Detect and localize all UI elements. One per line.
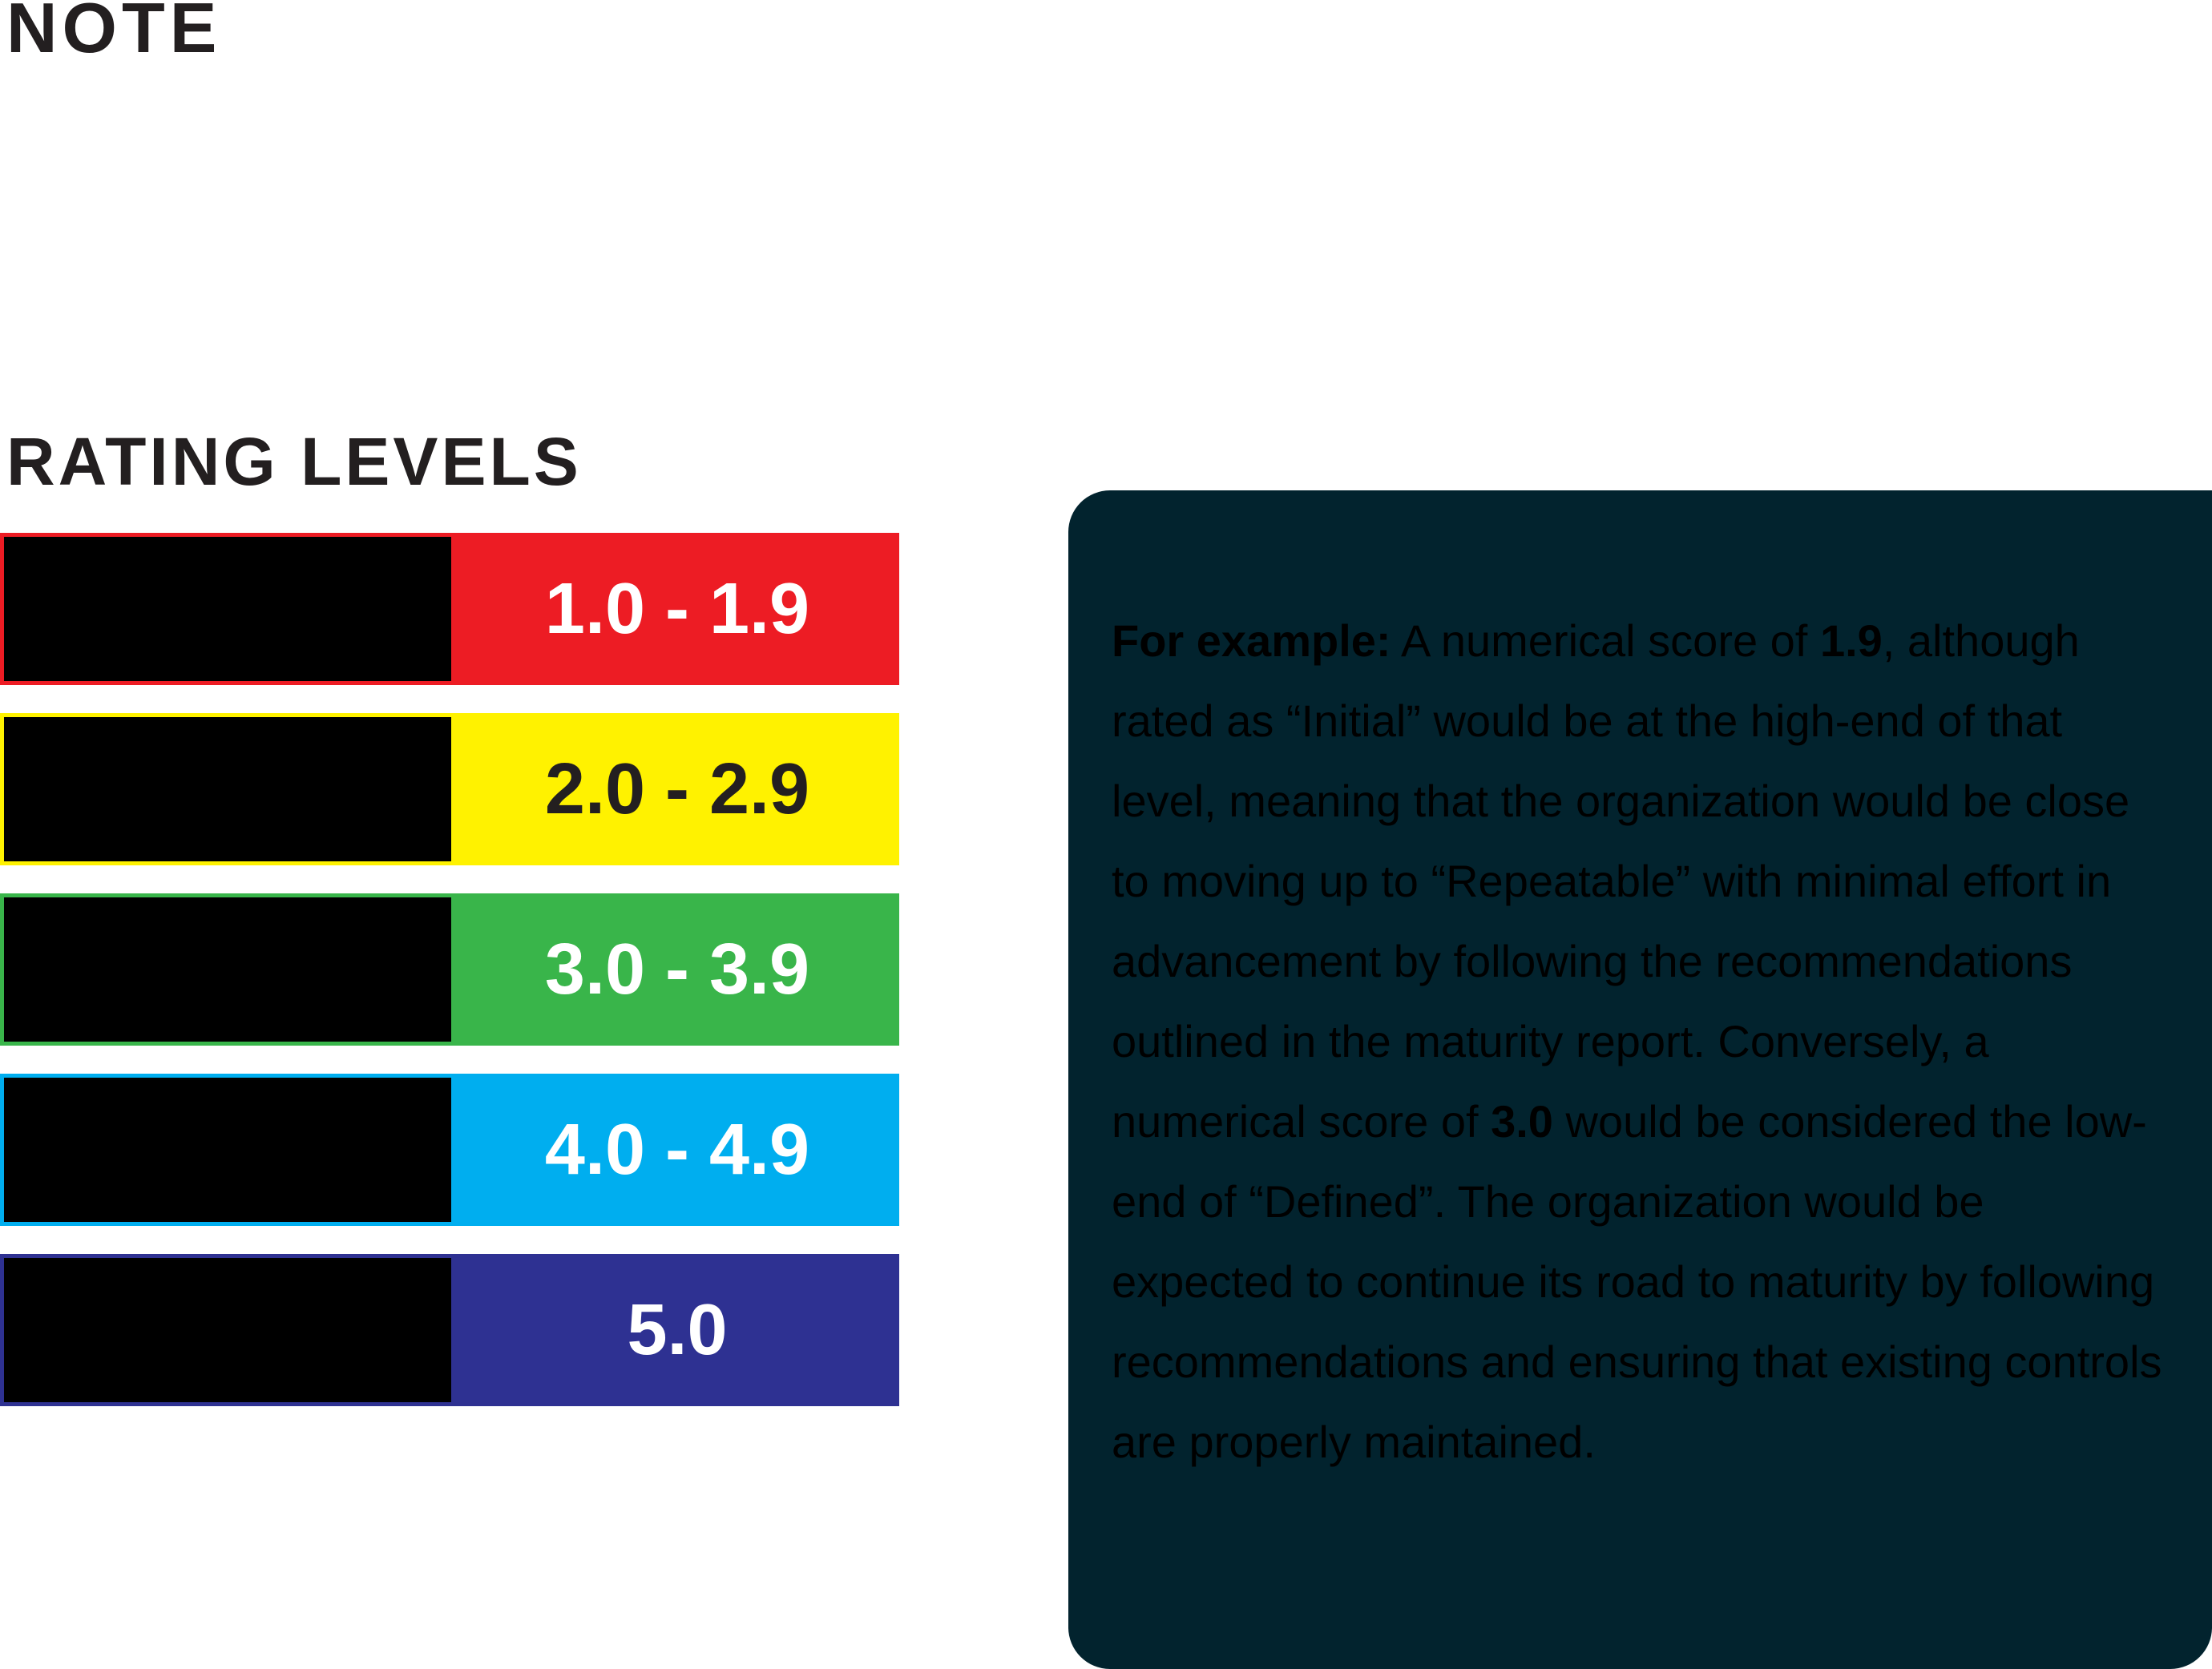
- example-score: 1.9: [1819, 615, 1883, 666]
- redacted-level-name: [0, 1074, 455, 1226]
- rating-range: 4.0 - 4.9: [544, 1109, 810, 1190]
- rating-range: 3.0 - 3.9: [544, 929, 810, 1010]
- example-text-part: A numerical score of: [1391, 615, 1820, 666]
- example-text-part: , although rated as “Initial” would be a…: [1112, 615, 2130, 1147]
- example-paragraph: For example: A numerical score of 1.9, a…: [1112, 601, 2175, 1482]
- redacted-level-name: [0, 713, 455, 865]
- example-text-part: would be considered the low-end of “Defi…: [1112, 1096, 2162, 1467]
- example-lead: For example:: [1112, 615, 1391, 666]
- redacted-level-name: [0, 893, 455, 1046]
- rating-row-5: 5.0: [0, 1254, 899, 1406]
- rating-row-4: 4.0 - 4.9: [0, 1074, 899, 1226]
- rating-row-2: 2.0 - 2.9: [0, 713, 899, 865]
- rating-range: 1.0 - 1.9: [544, 568, 810, 649]
- redacted-level-name: [0, 1254, 455, 1406]
- example-callout: For example: A numerical score of 1.9, a…: [1068, 490, 2212, 1669]
- rating-range: 2.0 - 2.9: [544, 748, 810, 829]
- redacted-level-name: [0, 533, 455, 685]
- rating-row-1: 1.0 - 1.9: [0, 533, 899, 685]
- example-score: 3.0: [1491, 1096, 1553, 1147]
- rating-range: 5.0: [627, 1289, 728, 1370]
- rating-levels-title: RATING LEVELS: [6, 424, 582, 499]
- note-title: NOTE: [6, 0, 222, 67]
- rating-row-3: 3.0 - 3.9: [0, 893, 899, 1046]
